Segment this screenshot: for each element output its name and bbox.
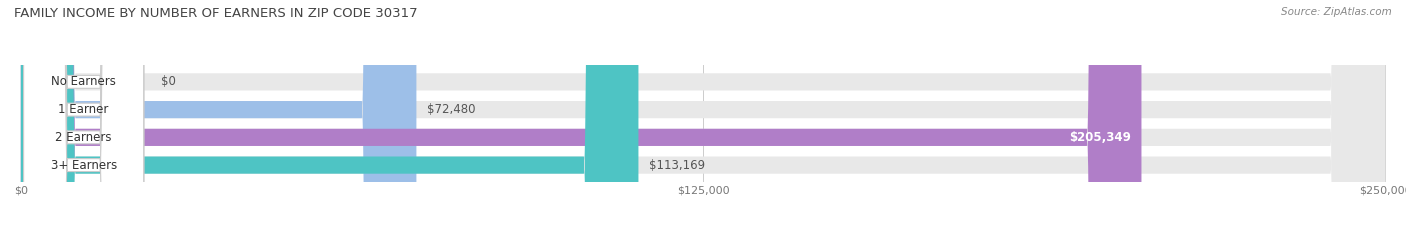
Text: 1 Earner: 1 Earner [59, 103, 108, 116]
Text: FAMILY INCOME BY NUMBER OF EARNERS IN ZIP CODE 30317: FAMILY INCOME BY NUMBER OF EARNERS IN ZI… [14, 7, 418, 20]
FancyBboxPatch shape [21, 0, 1385, 233]
Text: 3+ Earners: 3+ Earners [51, 159, 117, 171]
FancyBboxPatch shape [24, 0, 143, 233]
FancyBboxPatch shape [24, 0, 143, 233]
Text: $205,349: $205,349 [1069, 131, 1130, 144]
FancyBboxPatch shape [21, 0, 638, 233]
Text: 2 Earners: 2 Earners [55, 131, 112, 144]
FancyBboxPatch shape [21, 0, 1142, 233]
FancyBboxPatch shape [21, 0, 1385, 233]
FancyBboxPatch shape [21, 0, 1385, 233]
Text: No Earners: No Earners [51, 75, 117, 88]
Text: $72,480: $72,480 [427, 103, 475, 116]
Text: Source: ZipAtlas.com: Source: ZipAtlas.com [1281, 7, 1392, 17]
FancyBboxPatch shape [21, 0, 1385, 233]
FancyBboxPatch shape [24, 0, 143, 233]
FancyBboxPatch shape [21, 0, 416, 233]
FancyBboxPatch shape [24, 0, 143, 233]
Text: $113,169: $113,169 [650, 159, 706, 171]
Text: $0: $0 [162, 75, 176, 88]
